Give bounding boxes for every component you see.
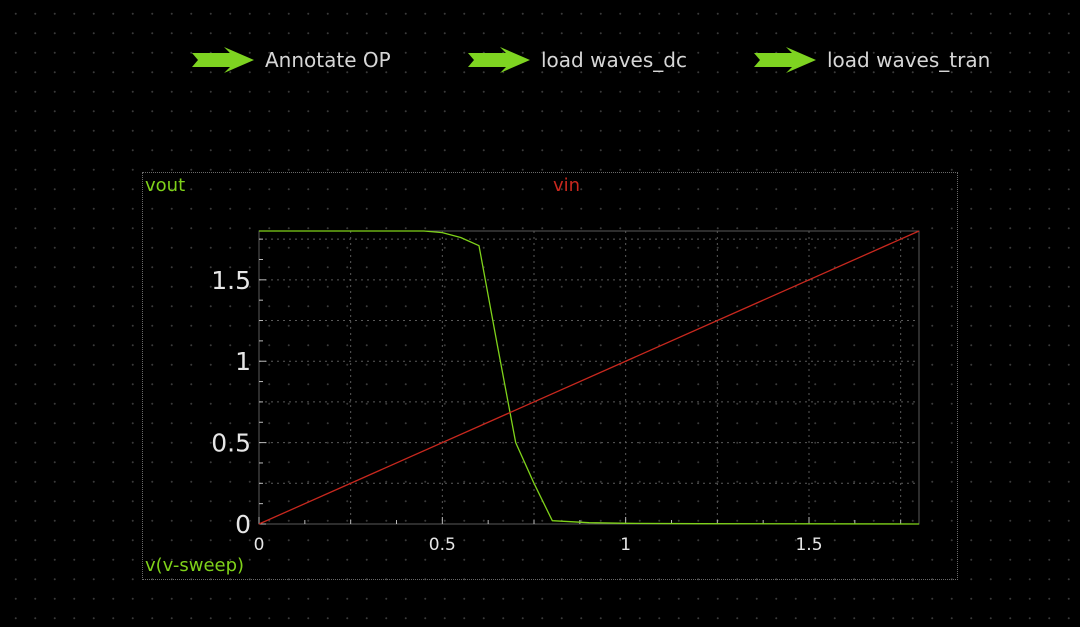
load-waves-tran-button[interactable]: load waves_tran (754, 44, 990, 76)
y-tick-label: 1.5 (211, 266, 251, 295)
load-waves-tran-label: load waves_tran (827, 48, 991, 72)
load-waves-dc-label: load waves_dc (541, 48, 687, 72)
y-tick-label: 0.5 (211, 429, 251, 458)
load-waves-dc-button[interactable]: load waves_dc (468, 44, 687, 76)
series-line-vin (258, 230, 920, 525)
y-tick-label: 0 (235, 510, 251, 539)
signal-label-vin[interactable]: vin (553, 175, 581, 196)
green-arrow-icon (192, 47, 254, 73)
signal-label-vout[interactable]: vout (145, 175, 186, 196)
annotate-op-button[interactable]: Annotate OP (192, 44, 391, 76)
waveform-plot[interactable]: vout vin v(v-sweep) 0 0.5 1 1.5 0 0.5 1 1.5 (142, 172, 958, 580)
y-tick-label: 1 (235, 347, 251, 376)
chart-area: 0 0.5 1 1.5 0 0.5 1 1.5 (211, 230, 920, 555)
x-tick-label: 1.5 (795, 535, 822, 555)
green-arrow-icon (754, 47, 816, 73)
sweep-label: v(v-sweep) (145, 555, 245, 576)
green-arrow-icon (468, 47, 530, 73)
annotate-op-label: Annotate OP (265, 48, 391, 72)
series-line-vout (259, 230, 920, 525)
x-tick-label: 0 (254, 535, 265, 555)
x-tick-label: 0.5 (429, 535, 456, 555)
plot-area-border (258, 230, 920, 525)
x-tick-label: 1 (620, 535, 631, 555)
